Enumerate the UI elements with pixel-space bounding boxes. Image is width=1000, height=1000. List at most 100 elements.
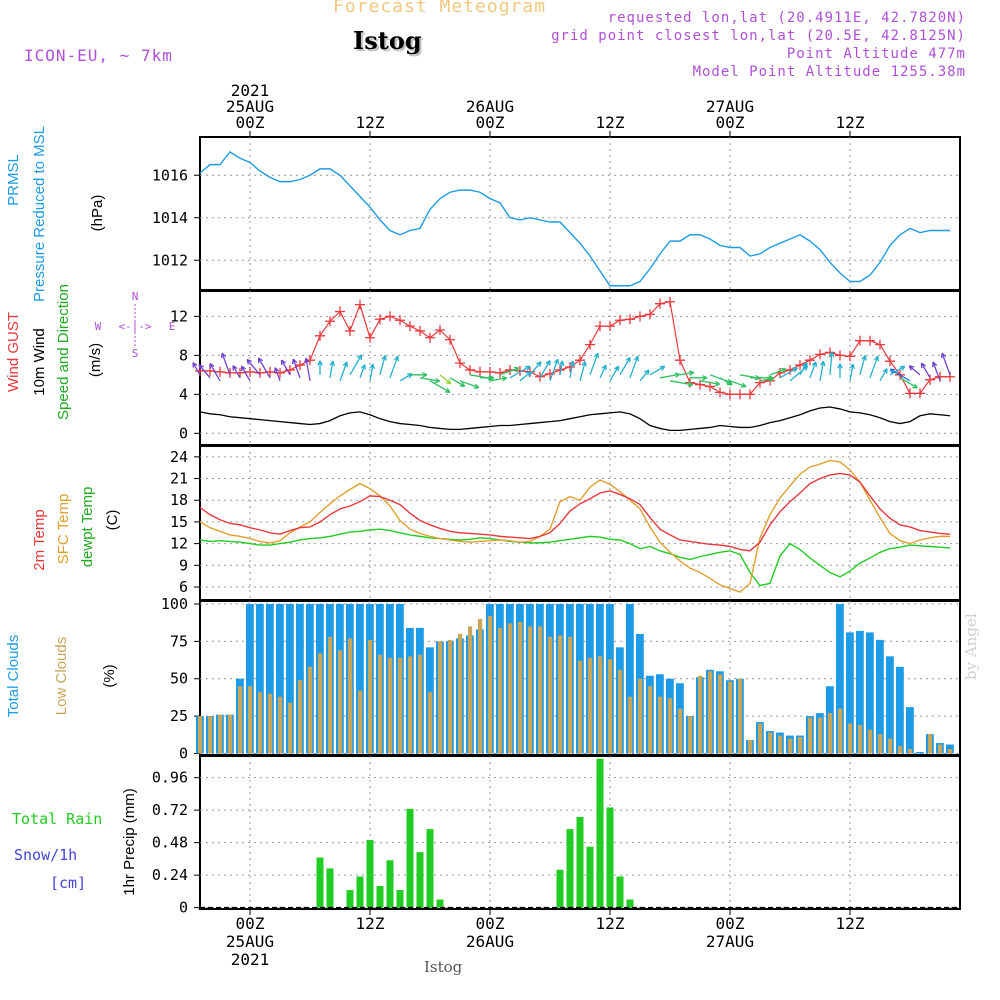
temperature-panel <box>199 445 961 601</box>
dewpt-line <box>199 528 951 587</box>
model-altitude: Model Point Altitude 1255.38m <box>692 64 966 80</box>
low-cloud-bar <box>698 675 703 754</box>
wind-arrow-head <box>674 372 681 378</box>
time-bottom-label: 00Z <box>236 914 265 933</box>
wind-ytick-label-3: 12 <box>170 307 188 325</box>
total-cloud-bar <box>276 603 284 754</box>
gust-marker <box>675 355 685 366</box>
wind-arrow-shaft <box>499 367 520 376</box>
wind-arrow-shaft <box>349 354 363 376</box>
low-cloud-bar <box>218 714 223 754</box>
low-cloud-bar <box>388 657 393 754</box>
compass-s: S <box>132 347 139 360</box>
rain-bar <box>406 808 414 908</box>
wind-arrow-shaft <box>257 357 271 379</box>
total-cloud-bar <box>876 639 884 754</box>
wind-arrow-head <box>525 371 532 377</box>
wind-arrow-head <box>369 363 375 370</box>
low-cloud-bar <box>268 693 273 754</box>
gust-marker <box>365 332 375 343</box>
wind-arrow-shaft <box>529 361 542 376</box>
low-cloud-bar <box>858 725 863 754</box>
temperature-ytick-label-0: 6 <box>179 578 188 596</box>
low-cloud-bar <box>288 702 293 754</box>
temperature-ytick-label-5: 21 <box>170 470 188 488</box>
wind-arrow-head <box>593 352 600 359</box>
wind-arrow-shaft <box>920 362 931 379</box>
low-cloud-bar <box>668 698 673 754</box>
low-cloud-bar <box>498 627 503 754</box>
low-cloud-bar <box>838 708 843 754</box>
wind-arrow-head <box>356 354 363 360</box>
wind-arrow-head <box>861 355 867 361</box>
pressure-unit: (hPa) <box>89 195 106 232</box>
gust-marker <box>625 314 635 325</box>
temp-ylabel-2m: 2m Temp <box>31 509 48 570</box>
low-cloud-bar <box>428 692 433 754</box>
wind-arrow-head <box>553 358 560 365</box>
gust-marker <box>495 367 505 378</box>
footer-station: Istog <box>424 958 463 976</box>
pressure-ytick-label-0: 1012 <box>152 251 188 269</box>
low-cloud-bar <box>338 650 343 754</box>
wind-arrow-shaft <box>769 368 787 376</box>
rain-bar <box>326 868 334 908</box>
gust-marker <box>475 366 485 377</box>
wind-ylabel-dir: Speed and Direction <box>55 284 72 420</box>
low-cloud-bar <box>378 654 383 754</box>
gust-line <box>200 301 950 395</box>
low-cloud-bar <box>298 680 303 754</box>
wind-arrow-shaft <box>639 369 650 382</box>
wind-arrow-head <box>625 356 631 363</box>
low-cloud-bar <box>568 636 573 754</box>
wind-arrow-head <box>688 370 695 376</box>
wind-ylabel-wind: 10m Wind <box>31 328 48 396</box>
wind-arrow-head <box>644 369 650 376</box>
total-cloud-bar <box>886 656 894 754</box>
time-top-label: 00Z <box>236 113 265 132</box>
low-cloud-bar <box>638 678 643 754</box>
time-top-label: 00Z <box>476 113 505 132</box>
wind-arrow-shaft <box>629 355 639 379</box>
temp-ylabel-sfc: SFC Temp <box>55 494 72 565</box>
rain-bar <box>346 890 354 908</box>
requested-coords: requested lon,lat (20.4911E, 42.7820N) <box>607 10 966 26</box>
low-cloud-bar <box>408 656 413 754</box>
wind-arrow-shaft <box>869 355 879 379</box>
rain-bar <box>566 829 574 908</box>
wind-arrow-shaft <box>829 351 833 375</box>
wind-arrow-shaft <box>619 357 631 376</box>
wind-ytick-label-0: 0 <box>179 424 188 442</box>
time-top-label: 00Z <box>716 113 745 132</box>
total-cloud-bar <box>626 603 634 754</box>
wind-arrow-shaft <box>359 364 366 379</box>
clouds-ytick-label-2: 50 <box>170 670 188 688</box>
wind-arrow-shaft <box>221 352 231 376</box>
gust-marker <box>445 334 455 345</box>
gust-marker <box>655 298 665 309</box>
total-cloud-bar <box>266 603 274 754</box>
low-cloud-bar <box>538 626 543 754</box>
wind-arrow-head <box>768 376 775 382</box>
time-top-label: 2021 <box>231 81 270 100</box>
low-cloud-bar <box>738 678 743 754</box>
wind-arrow-head <box>581 361 587 367</box>
wind-arrow-head <box>198 364 204 370</box>
rain-bar <box>556 869 564 908</box>
total-cloud-bar <box>836 603 844 754</box>
low-cloud-bar <box>208 716 213 754</box>
rain-bar <box>586 846 594 908</box>
temp2m-line <box>199 472 951 552</box>
wind-arrow-head <box>740 382 747 388</box>
low-cloud-bar <box>228 714 233 754</box>
station-name: Istog <box>353 26 422 55</box>
pressure-ylabel-2: Pressure Reduced to MSL <box>31 126 48 302</box>
gust-marker <box>915 388 925 399</box>
gust-marker <box>465 364 475 375</box>
wind-arrow-head <box>434 377 441 384</box>
temperature-ytick-label-3: 15 <box>170 513 188 531</box>
low-cloud-bar <box>248 686 253 754</box>
clouds-ytick-label-4: 100 <box>161 595 188 613</box>
low-cloud-bar <box>418 654 423 754</box>
wind-arrow-shaft <box>439 374 452 385</box>
